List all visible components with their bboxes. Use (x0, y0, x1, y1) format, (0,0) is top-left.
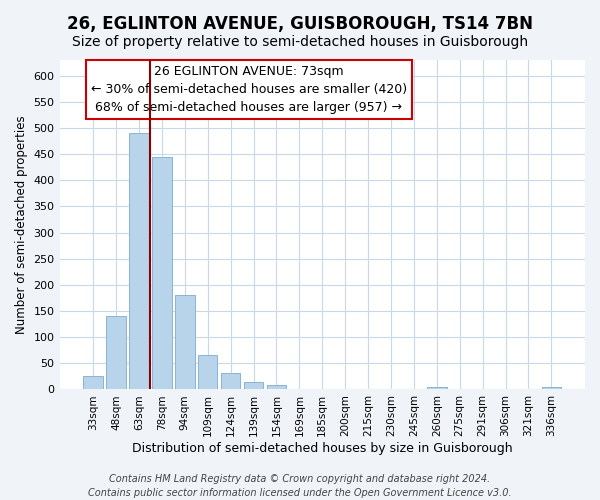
Y-axis label: Number of semi-detached properties: Number of semi-detached properties (15, 116, 28, 334)
Bar (106, 316, 126, 390)
Bar (198, 356, 217, 390)
Bar (83, 376, 103, 390)
Text: Contains HM Land Registry data © Crown copyright and database right 2024.
Contai: Contains HM Land Registry data © Crown c… (88, 474, 512, 498)
Text: 26 EGLINTON AVENUE: 73sqm
← 30% of semi-detached houses are smaller (420)
68% of: 26 EGLINTON AVENUE: 73sqm ← 30% of semi-… (91, 65, 407, 114)
Bar (244, 382, 263, 390)
X-axis label: Distribution of semi-detached houses by size in Guisborough: Distribution of semi-detached houses by … (132, 442, 512, 455)
Text: 26, EGLINTON AVENUE, GUISBOROUGH, TS14 7BN: 26, EGLINTON AVENUE, GUISBOROUGH, TS14 7… (67, 15, 533, 33)
Bar (129, 133, 149, 390)
Bar (542, 388, 561, 390)
Bar (221, 372, 241, 390)
Bar (152, 156, 172, 390)
Bar (175, 296, 194, 390)
Bar (427, 388, 446, 390)
Text: Size of property relative to semi-detached houses in Guisborough: Size of property relative to semi-detach… (72, 35, 528, 49)
Bar (267, 386, 286, 390)
